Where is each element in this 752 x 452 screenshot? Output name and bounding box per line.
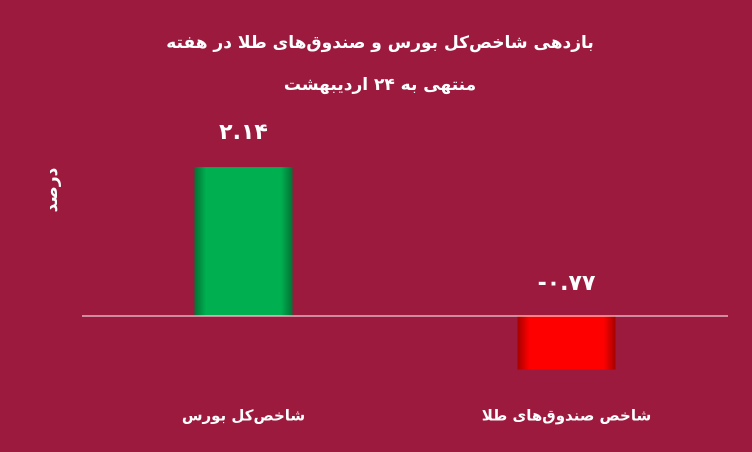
value-label: ۲.۱۴ [219, 120, 268, 145]
chart-title: بازدهی شاخص‌کل بورس و صندوق‌های طلا در ه… [166, 33, 594, 95]
bar-shade [517, 316, 616, 370]
bar-shade [194, 167, 293, 316]
x-tick-label: شاخص صندوق‌های طلا [482, 407, 651, 425]
value-label: -۰.۷۷ [538, 271, 596, 296]
x-tick-label: شاخص‌کل بورس [182, 407, 305, 425]
y-axis-label: درصد [42, 167, 62, 212]
